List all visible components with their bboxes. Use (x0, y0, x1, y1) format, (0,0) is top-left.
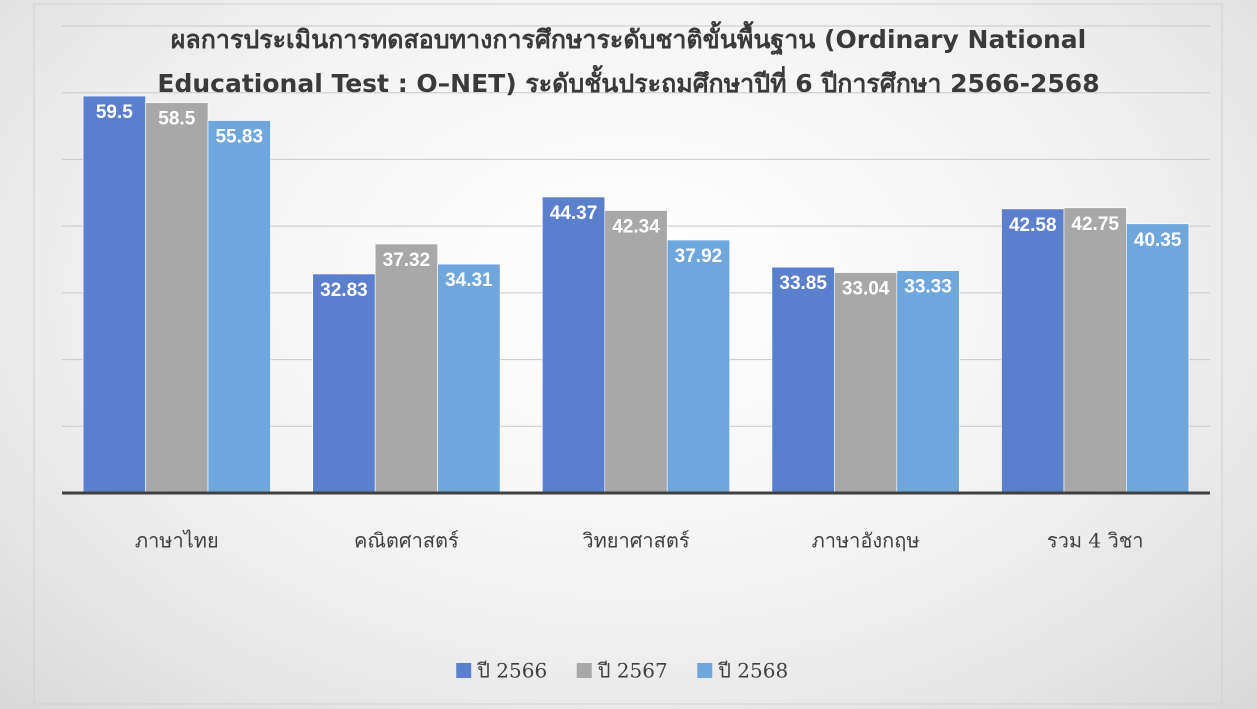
value-label: 42.75 (1071, 214, 1119, 235)
bar (145, 102, 209, 494)
chart-title: ผลการประเมินการทดสอบทางการศึกษาระดับชาติ… (157, 25, 1100, 98)
chart-border (33, 3, 1223, 705)
x-tick-label: รวม 4 วิชา (1047, 529, 1144, 553)
bar (1001, 208, 1065, 494)
x-tick-label: ภาษาอังกฤษ (812, 529, 920, 553)
value-label: 37.92 (675, 246, 723, 267)
value-label: 55.83 (215, 127, 263, 148)
bar (1126, 223, 1190, 494)
value-label: 58.5 (158, 109, 195, 130)
legend-swatch (456, 663, 472, 678)
legend-label: ปี 2567 (597, 659, 667, 683)
x-tick-label: วิทยาศาสตร์ (582, 529, 689, 553)
value-label: 44.37 (550, 203, 598, 224)
value-label: 33.04 (842, 279, 890, 300)
bar (312, 273, 376, 494)
value-label: 33.85 (779, 273, 827, 294)
value-label: 40.35 (1134, 230, 1182, 251)
bar (604, 210, 668, 494)
value-label: 42.58 (1009, 215, 1057, 236)
legend-label: ปี 2566 (477, 659, 547, 683)
bar (896, 270, 960, 494)
value-label: 37.32 (383, 250, 431, 271)
value-label: 34.31 (445, 270, 493, 291)
legend-swatch (697, 663, 713, 678)
bar (207, 120, 271, 494)
x-tick-label: คณิตศาสตร์ (354, 529, 459, 553)
legend-label: ปี 2568 (718, 659, 788, 683)
value-label: 42.34 (612, 217, 660, 238)
bar (542, 196, 606, 494)
bar (666, 239, 730, 494)
legend-swatch (576, 663, 592, 678)
bar (771, 266, 835, 494)
x-tick-label: ภาษาไทย (135, 529, 219, 553)
bar (1063, 207, 1127, 494)
bar (437, 263, 501, 494)
bar (374, 243, 438, 494)
value-label: 32.83 (320, 280, 368, 301)
bar (834, 272, 898, 494)
bar (82, 95, 146, 494)
value-label: 59.5 (96, 102, 133, 123)
value-label: 33.33 (904, 277, 952, 298)
